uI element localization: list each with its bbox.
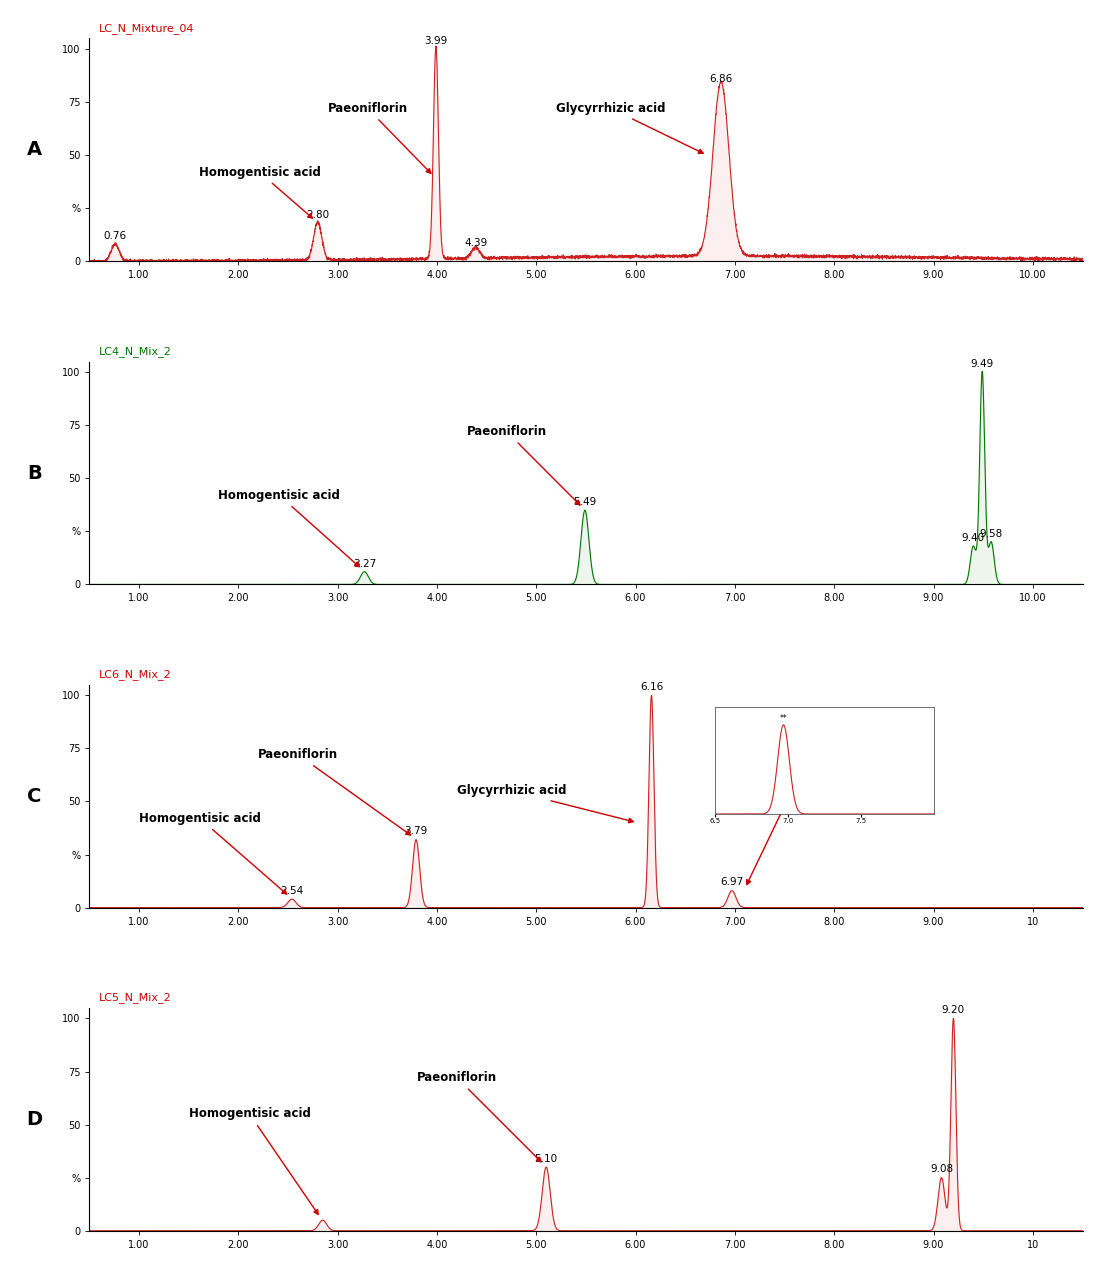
Text: LC4_N_Mix_2: LC4_N_Mix_2 <box>99 346 172 358</box>
Text: Homogentisic acid: Homogentisic acid <box>138 812 287 894</box>
Text: 0.76: 0.76 <box>104 231 127 241</box>
Text: 3.79: 3.79 <box>404 827 427 836</box>
Text: Homogentisic acid: Homogentisic acid <box>199 165 320 218</box>
Text: 9.20: 9.20 <box>942 1005 965 1015</box>
Text: Paeoniflorin: Paeoniflorin <box>328 103 431 173</box>
Text: 5.10: 5.10 <box>535 1154 558 1164</box>
Text: B: B <box>27 464 42 482</box>
Text: LC6_N_Mix_2: LC6_N_Mix_2 <box>99 669 172 681</box>
Text: LC5_N_Mix_2: LC5_N_Mix_2 <box>99 992 172 1004</box>
Text: 9.40: 9.40 <box>962 533 984 544</box>
Text: A: A <box>27 141 42 159</box>
Text: 6-Gingerol: 6-Gingerol <box>747 727 854 885</box>
Text: 9.49: 9.49 <box>971 359 994 369</box>
Text: C: C <box>28 787 41 805</box>
Text: 3.27: 3.27 <box>353 559 376 568</box>
Text: LC_N_Mixture_04: LC_N_Mixture_04 <box>99 23 194 35</box>
Text: 9.58: 9.58 <box>980 528 1003 538</box>
Text: Glycyrrhizic acid: Glycyrrhizic acid <box>456 785 634 823</box>
Text: Homogentisic acid: Homogentisic acid <box>219 488 359 567</box>
Text: 2.54: 2.54 <box>280 886 304 896</box>
Text: 5.49: 5.49 <box>574 497 597 506</box>
Text: 4.39: 4.39 <box>464 237 488 247</box>
Text: D: D <box>27 1110 42 1128</box>
Text: 6.97: 6.97 <box>720 877 743 887</box>
Text: 6.86: 6.86 <box>710 74 732 85</box>
Text: Homogentisic acid: Homogentisic acid <box>189 1108 318 1214</box>
Text: Paeoniflorin: Paeoniflorin <box>417 1072 541 1161</box>
Text: Glycyrrhizic acid: Glycyrrhizic acid <box>556 103 703 154</box>
Text: Paeoniflorin: Paeoniflorin <box>466 426 580 505</box>
Text: 6.16: 6.16 <box>639 682 663 692</box>
Text: 9.08: 9.08 <box>930 1164 953 1174</box>
Text: 3.99: 3.99 <box>424 36 448 46</box>
Text: Paeoniflorin: Paeoniflorin <box>258 749 411 835</box>
Text: 2.80: 2.80 <box>306 210 329 221</box>
